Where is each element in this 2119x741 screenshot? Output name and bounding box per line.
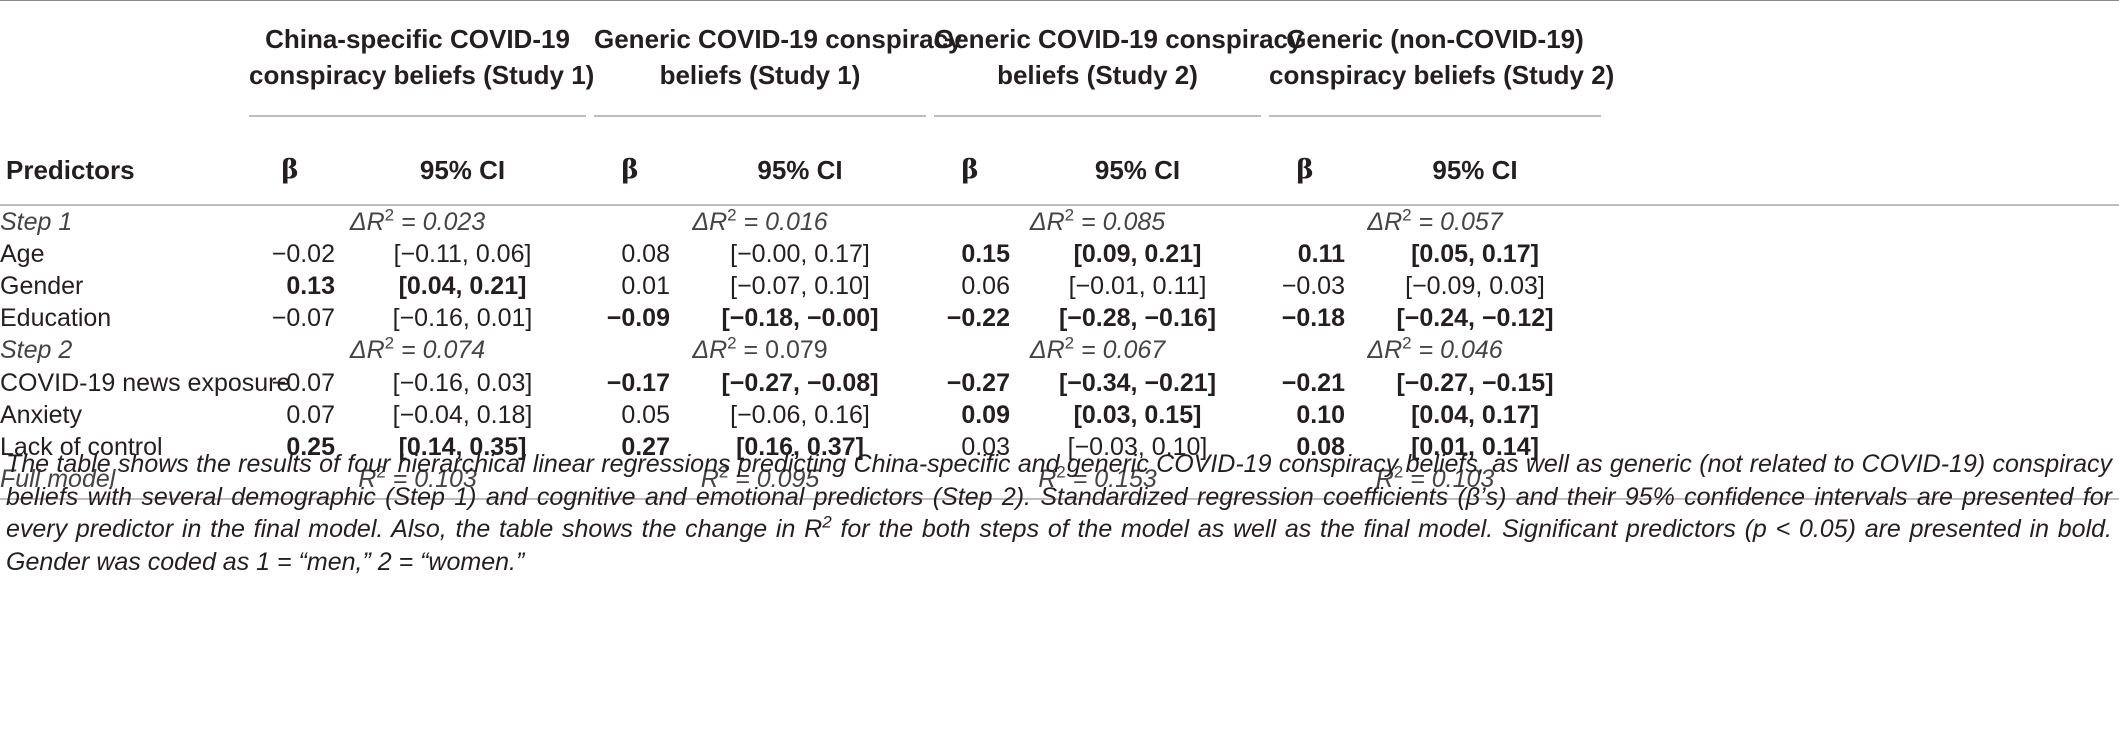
ci-cell: [−0.11, 0.06] [393, 239, 532, 268]
table-row: COVID-19 news exposure −0.07 [−0.16, 0.0… [0, 367, 2119, 399]
group-header-row: China-specific COVID-19 conspiracy belief… [0, 1, 2119, 136]
ci-cell: [−0.04, 0.18] [392, 400, 533, 429]
beta-cell: 0.08 [1296, 432, 1345, 461]
r2-cell: R2 = 0.095 [590, 463, 930, 500]
beta-cell: 0.05 [621, 400, 670, 429]
r2-cell: R2 = 0.153 [930, 463, 1265, 500]
ci-header: 95% CI [335, 136, 590, 206]
table-footnote: The table shows the results of four hier… [6, 450, 2112, 576]
r2-cell: R2 = 0.103 [1265, 463, 1605, 500]
beta-cell: −0.27 [946, 368, 1010, 397]
table-row: Lack of control 0.25 [0.14, 0.35] 0.27 [… [0, 431, 2119, 463]
delta-r2-cell: ΔR2 = 0.079 [692, 334, 828, 365]
beta-cell: 0.07 [286, 400, 335, 429]
ci-cell: [−0.27, −0.08] [721, 368, 879, 397]
row-label: Step 1 [0, 207, 73, 236]
ci-cell: [0.03, 0.15] [1073, 400, 1202, 429]
table-row: Age −0.02 [−0.11, 0.06] 0.08 [−0.00, 0.1… [0, 238, 2119, 270]
beta-cell: 0.13 [286, 271, 335, 300]
ci-cell: [0.04, 0.21] [398, 271, 527, 300]
ci-header: 95% CI [670, 136, 930, 206]
ci-cell: [0.04, 0.17] [1411, 400, 1539, 429]
beta-cell: −0.07 [271, 304, 335, 333]
ci-cell: [−0.24, −0.12] [1396, 304, 1554, 333]
ci-cell: [0.09, 0.21] [1073, 239, 1202, 268]
row-label: Anxiety [0, 400, 82, 429]
row-label: Step 2 [0, 336, 73, 365]
beta-cell: −0.17 [606, 368, 670, 397]
ci-cell: [0.01, 0.14] [1411, 432, 1539, 461]
table-row: Gender 0.13 [0.04, 0.21] 0.01 [−0.07, 0.… [0, 270, 2119, 302]
delta-r2-cell: ΔR2 = 0.085 [1029, 205, 1166, 236]
beta-cell: 0.09 [961, 400, 1010, 429]
beta-cell: −0.02 [271, 239, 335, 268]
delta-r2-cell: ΔR2 = 0.046 [1367, 334, 1503, 365]
beta-cell: 0.25 [286, 432, 335, 461]
beta-header: β [245, 136, 335, 206]
ci-cell: [−0.06, 0.16] [730, 400, 870, 429]
group-header-generic-study2: Generic COVID-19 conspiracy beliefs (Stud… [930, 1, 1302, 136]
ci-cell: [−0.34, −0.21] [1058, 368, 1217, 397]
beta-cell: 0.10 [1296, 400, 1345, 429]
beta-cell: −0.07 [271, 368, 335, 397]
row-label: Gender [0, 271, 84, 300]
group-header-china-study1: China-specific COVID-19 conspiracy belief… [245, 1, 594, 136]
table-row: Step 1 ΔR2 = 0.023 ΔR2 = 0.016 ΔR2 = 0.0… [0, 205, 2119, 238]
beta-cell: 0.03 [961, 432, 1010, 461]
delta-r2-cell: ΔR2 = 0.057 [1367, 205, 1503, 236]
row-label: Education [0, 304, 112, 333]
row-label: COVID-19 news exposure [0, 368, 291, 397]
ci-cell: [−0.00, 0.17] [730, 239, 870, 268]
beta-cell: −0.21 [1281, 368, 1345, 397]
ci-header: 95% CI [1345, 136, 1605, 206]
beta-cell: 0.06 [961, 271, 1010, 300]
group-header-noncovid-study2: Generic (non-COVID-19) conspiracy beliefs… [1265, 1, 1614, 136]
ci-cell: [−0.16, 0.03] [392, 368, 533, 397]
ci-cell: [−0.09, 0.03] [1405, 271, 1545, 300]
beta-cell: 0.01 [621, 271, 670, 300]
delta-r2-cell: ΔR2 = 0.023 [349, 205, 486, 236]
predictors-header: Predictors [0, 136, 245, 206]
ci-cell: [0.14, 0.35] [398, 432, 527, 461]
row-label: Full model [0, 463, 245, 500]
ci-cell: [−0.18, −0.00] [721, 304, 879, 333]
beta-header: β [930, 136, 1010, 206]
ci-cell: [−0.07, 0.10] [730, 271, 870, 300]
beta-cell: 0.11 [1297, 239, 1345, 268]
ci-header: 95% CI [1010, 136, 1265, 206]
regression-table: China-specific COVID-19 conspiracy belief… [0, 0, 2119, 500]
delta-r2-cell: ΔR2 = 0.074 [349, 334, 486, 365]
table-row: Step 2 ΔR2 = 0.074 ΔR2 = 0.079 ΔR2 = 0.0… [0, 335, 2119, 367]
ci-cell: [−0.16, 0.01] [392, 304, 533, 333]
row-label: Lack of control [0, 432, 163, 461]
ci-cell: [−0.27, −0.15] [1396, 368, 1554, 397]
beta-cell: 0.08 [621, 239, 670, 268]
column-header-row: Predictors β 95% CI β 95% CI β 95% CI β … [0, 136, 2119, 206]
beta-cell: −0.03 [1281, 271, 1345, 300]
beta-header: β [1265, 136, 1345, 206]
beta-header: β [590, 136, 670, 206]
beta-cell: −0.22 [946, 304, 1010, 333]
delta-r2-cell: ΔR2 = 0.016 [692, 205, 828, 236]
beta-cell: −0.09 [606, 304, 670, 333]
ci-cell: [−0.01, 0.11] [1068, 271, 1207, 300]
table-row: Anxiety 0.07 [−0.04, 0.18] 0.05 [−0.06, … [0, 399, 2119, 431]
ci-cell: [0.05, 0.17] [1411, 239, 1539, 268]
ci-cell: [0.16, 0.37] [736, 432, 864, 461]
group-header-generic-study1: Generic COVID-19 conspiracy beliefs (Stud… [590, 1, 962, 136]
ci-cell: [−0.28, −0.16] [1058, 304, 1217, 333]
beta-cell: 0.15 [961, 239, 1010, 268]
row-label: Age [0, 239, 45, 268]
table-row: Full model R2 = 0.103 R2 = 0.095 R2 = 0.… [0, 463, 2119, 500]
ci-cell: [−0.03, 0.10] [1067, 432, 1208, 461]
beta-cell: 0.27 [621, 432, 670, 461]
beta-cell: −0.18 [1281, 304, 1345, 333]
table-row: Education −0.07 [−0.16, 0.01] −0.09 [−0.… [0, 303, 2119, 335]
r2-cell: R2 = 0.103 [245, 463, 590, 500]
delta-r2-cell: ΔR2 = 0.067 [1029, 334, 1166, 365]
